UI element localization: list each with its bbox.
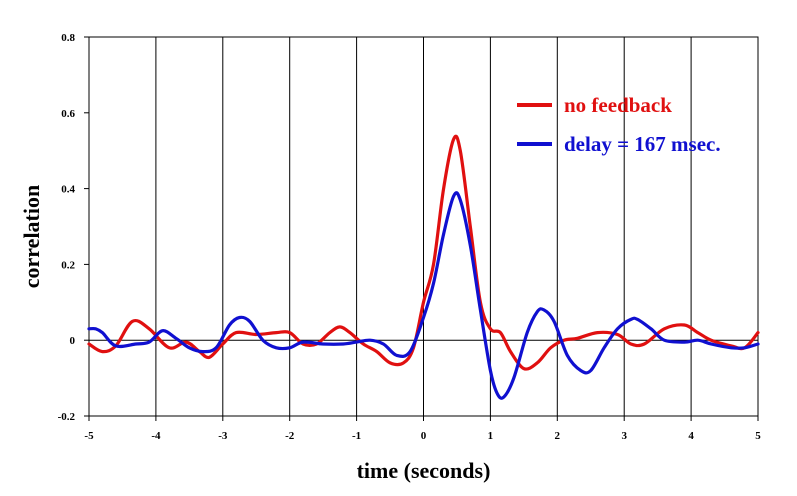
legend: no feedback delay = 167 msec.	[517, 93, 721, 156]
series-line-delay-167	[87, 191, 760, 400]
x-tick-label: 3	[621, 430, 627, 442]
x-tick-label: 0	[421, 430, 427, 442]
y-tick-label: 0.8	[61, 32, 75, 44]
y-tick-label: 0.4	[61, 184, 75, 196]
x-tick-label: -4	[151, 430, 161, 442]
series-group	[87, 134, 760, 400]
y-tick-label: -0.2	[58, 411, 76, 423]
x-tick-label: -2	[285, 430, 295, 442]
series-line-no-feedback	[87, 134, 760, 371]
x-tick-label: -1	[352, 430, 361, 442]
x-tick-label: 5	[755, 430, 761, 442]
legend-label-delay-167: delay = 167 msec.	[564, 132, 721, 156]
y-tick-label: 0.2	[61, 259, 75, 271]
x-tick-label: 2	[555, 430, 561, 442]
y-tick-label: 0	[70, 335, 76, 347]
x-tick-label: -5	[84, 430, 94, 442]
grid-lines	[155, 37, 692, 416]
legend-label-no-feedback: no feedback	[564, 93, 672, 117]
x-tick-label: -3	[218, 430, 228, 442]
x-tick-label: 4	[688, 430, 694, 442]
y-tick-label: 0.6	[61, 108, 75, 120]
x-axis-label: time (seconds)	[357, 458, 491, 483]
x-tick-group: -5 -4 -3 -2 -1 0 1 2 3 4 5	[84, 416, 761, 442]
x-tick-label: 1	[488, 430, 494, 442]
y-axis-label: correlation	[19, 185, 44, 288]
y-tick-group: -0.2 0 0.2 0.4 0.6 0.8	[58, 32, 89, 423]
